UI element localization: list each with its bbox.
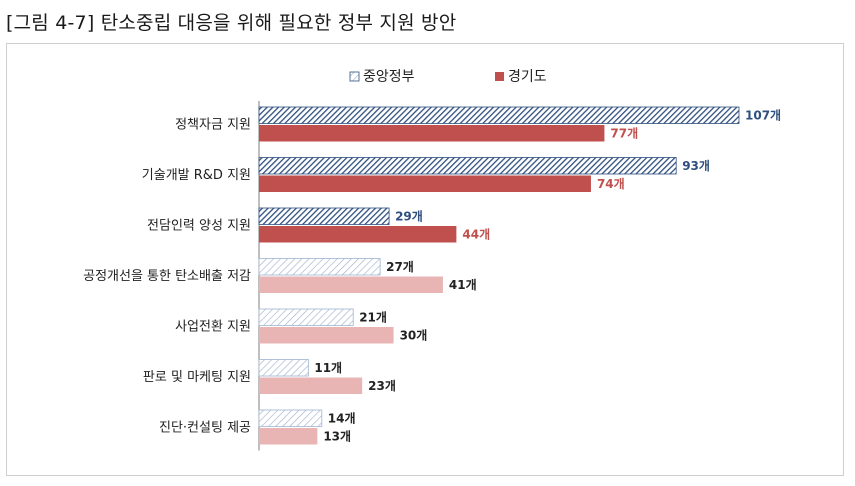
category-label: 전담인력 양성 지원 xyxy=(147,219,251,234)
bar-gyeonggi xyxy=(259,226,457,243)
value-label-gyeonggi: 23개 xyxy=(368,379,396,393)
value-label-gyeonggi: 41개 xyxy=(449,278,477,292)
bar-gyeonggi xyxy=(259,125,605,142)
value-label-gyeonggi: 77개 xyxy=(610,127,638,141)
bar-gyeonggi xyxy=(259,276,443,293)
bar-central-government xyxy=(258,207,390,225)
value-label-gyeonggi: 44개 xyxy=(462,228,490,242)
bar-central-government xyxy=(258,157,677,175)
bar-central-government xyxy=(258,106,740,124)
category-label: 사업전환 지원 xyxy=(175,320,251,335)
value-label-central: 93개 xyxy=(682,159,710,173)
bar-gyeonggi xyxy=(259,175,591,192)
bar-central-government xyxy=(258,308,354,326)
bar-central-government xyxy=(258,409,323,427)
value-label-gyeonggi: 74개 xyxy=(597,177,625,191)
bar-gyeonggi xyxy=(259,377,363,394)
bar-central-government xyxy=(258,258,381,276)
chart-legend: 중앙정부 경기도 xyxy=(349,69,547,85)
value-label-central: 29개 xyxy=(395,210,423,224)
value-label-central: 21개 xyxy=(359,311,387,325)
category-label: 공정개선을 통한 탄소배출 저감 xyxy=(83,269,251,284)
legend-swatch-central xyxy=(349,71,360,82)
value-label-central: 14개 xyxy=(328,412,356,426)
legend-swatch-gyeonggi xyxy=(495,72,504,81)
value-label-central: 107개 xyxy=(745,109,781,123)
value-label-gyeonggi: 13개 xyxy=(323,430,351,444)
figure-title: [그림 4-7] 탄소중립 대응을 위해 필요한 정부 지원 방안 xyxy=(6,12,457,34)
legend-label-central: 중앙정부 xyxy=(363,69,415,85)
value-label-central: 27개 xyxy=(386,260,414,274)
value-label-central: 11개 xyxy=(314,361,342,375)
category-label: 판로 및 마케팅 지원 xyxy=(143,370,251,385)
category-label: 진단·컨설팅 제공 xyxy=(159,421,251,436)
legend-label-gyeonggi: 경기도 xyxy=(508,69,547,85)
value-label-gyeonggi: 30개 xyxy=(400,329,428,343)
bar-gyeonggi xyxy=(259,428,318,445)
bar-central-government xyxy=(258,359,309,377)
category-label: 정책자금 지원 xyxy=(175,118,251,133)
category-label: 기술개발 R&D 지원 xyxy=(142,168,251,183)
bar-gyeonggi xyxy=(259,327,394,344)
